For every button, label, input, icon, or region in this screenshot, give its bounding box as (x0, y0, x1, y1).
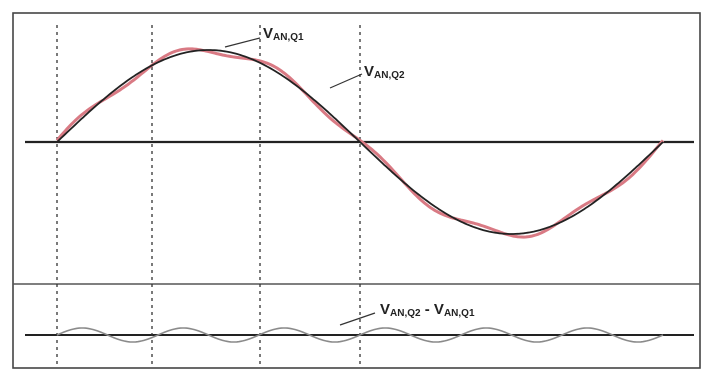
difference-label-b-main: V (434, 301, 444, 318)
vanq2-label-sub: AN,Q2 (374, 70, 405, 81)
vanq1-fundamental-curve (56, 49, 664, 235)
vanq2-label: VAN,Q2 (364, 63, 405, 81)
difference-label-b-sub: AN,Q1 (444, 308, 475, 319)
vanq2-leader-line (329, 73, 363, 89)
difference-label-a-sub: AN,Q2 (390, 308, 421, 319)
difference-ripple-curve (56, 327, 664, 343)
vanq2-approximation-curve (55, 47, 665, 239)
difference-label: VAN,Q2 - VAN,Q1 (380, 301, 475, 319)
outer-frame (12, 12, 701, 369)
vanq2-label-main: V (364, 63, 374, 80)
difference-leader-line (339, 312, 376, 326)
vanq1-leader-line (224, 37, 261, 48)
vanq1-label-main: V (263, 25, 273, 42)
vanq1-label-sub: AN,Q1 (273, 32, 304, 43)
difference-label-separator: - (421, 301, 434, 318)
difference-label-a-main: V (380, 301, 390, 318)
vanq1-label: VAN,Q1 (263, 25, 304, 43)
